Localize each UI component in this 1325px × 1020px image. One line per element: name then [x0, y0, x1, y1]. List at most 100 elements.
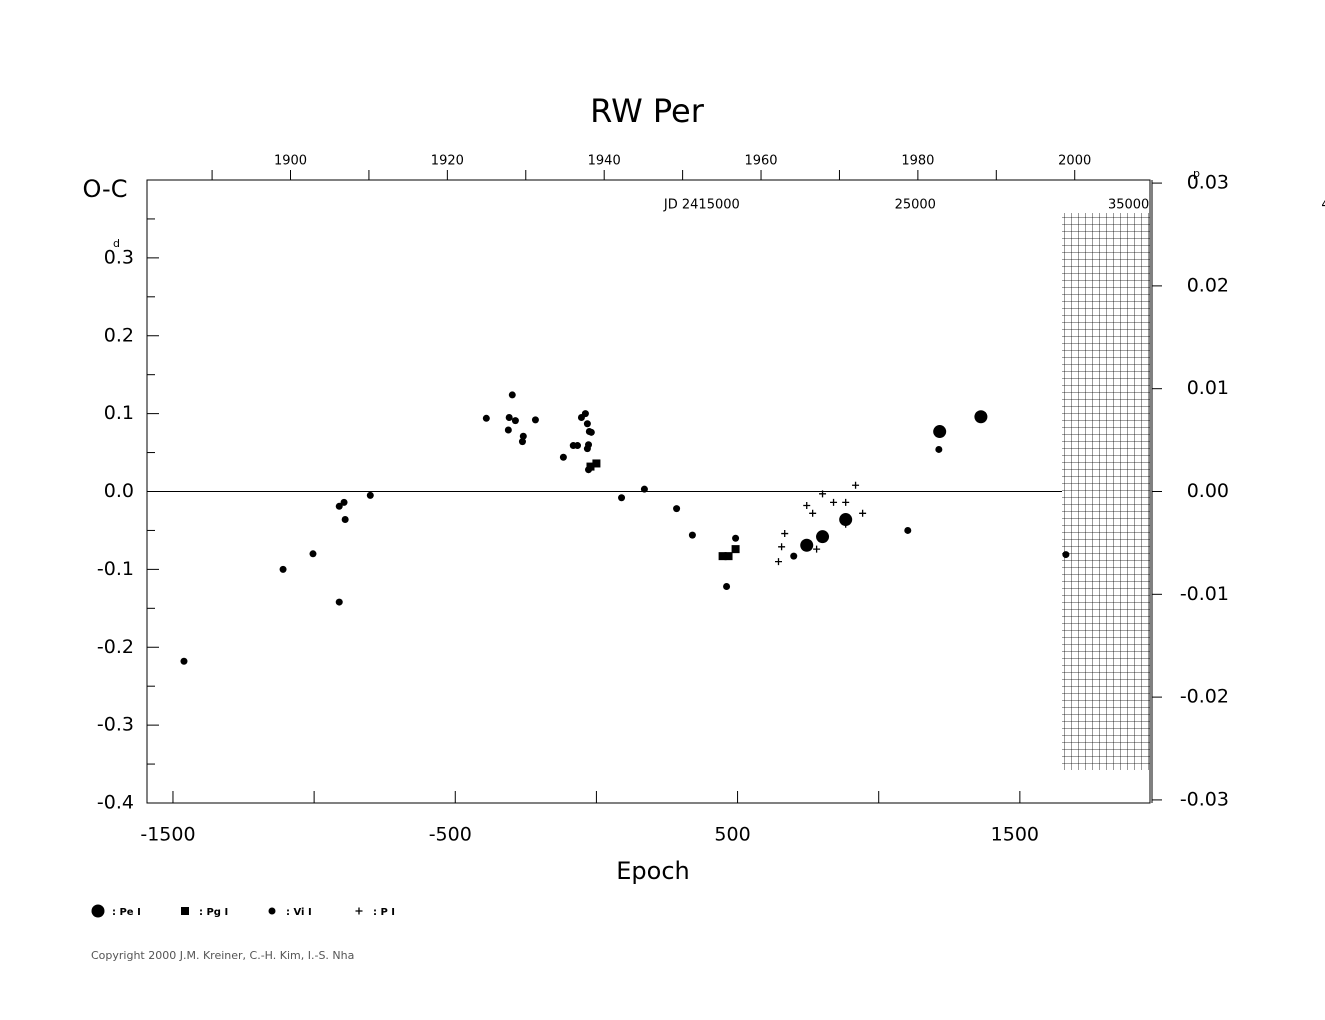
y2-tick-label: -0.01 [1180, 583, 1229, 605]
point [505, 414, 513, 422]
y2-tick-label: 0.01 [1187, 377, 1229, 399]
point [341, 516, 349, 524]
point [518, 438, 526, 446]
point [933, 425, 947, 439]
point [731, 545, 740, 554]
point [723, 583, 731, 591]
jd-label: 45000 [1321, 198, 1325, 213]
jd-label: 25000 [895, 198, 936, 213]
y2-unit: p [1193, 167, 1200, 180]
point [583, 420, 591, 428]
point [724, 552, 733, 561]
point [1062, 551, 1070, 559]
legend-label: : Pg I [199, 907, 228, 918]
top-tick-label: 1960 [744, 154, 777, 169]
y2-tick-label: 0.02 [1187, 274, 1229, 296]
point [803, 502, 811, 510]
point [340, 498, 348, 506]
top-tick-label: 1980 [901, 154, 934, 169]
point [774, 558, 782, 566]
point [809, 509, 817, 517]
point [859, 509, 867, 517]
x-axis-label: Epoch [616, 857, 690, 885]
point [904, 526, 912, 534]
x-tick-label: 1500 [991, 824, 1039, 846]
x-tick-label: 500 [714, 824, 750, 846]
point [778, 543, 786, 551]
point [718, 552, 727, 561]
top-tick-label: 1900 [274, 154, 307, 169]
point [732, 534, 740, 542]
point [366, 491, 374, 499]
point [781, 530, 789, 538]
point [790, 552, 798, 560]
legend-label: : P I [373, 907, 395, 918]
y-tick-label: 0.0 [104, 480, 134, 502]
y2-tick-label: -0.02 [1180, 686, 1229, 708]
point [587, 428, 595, 436]
point [592, 459, 601, 468]
point [852, 481, 860, 489]
point [839, 513, 853, 527]
point [531, 416, 539, 424]
point [935, 445, 943, 453]
point [511, 417, 519, 425]
legend-label: : Vi I [286, 907, 312, 918]
point [519, 432, 527, 440]
legend-marker [181, 907, 189, 915]
legend-label: : Pe I [112, 907, 141, 918]
legend-marker [268, 907, 276, 915]
jd-label: 35000 [1108, 198, 1149, 213]
point [688, 531, 696, 539]
point [974, 410, 988, 424]
point [585, 466, 593, 474]
y-unit: d [113, 237, 120, 250]
legend-marker [91, 904, 105, 918]
point [482, 414, 490, 422]
y2-tick-label: 0.03 [1187, 172, 1229, 194]
point [673, 505, 681, 513]
point [559, 453, 567, 461]
point [640, 485, 648, 493]
top-tick-label: 1940 [588, 154, 621, 169]
y2-tick-label: -0.03 [1180, 788, 1229, 810]
point [574, 442, 582, 450]
point [508, 391, 516, 399]
point [585, 441, 593, 449]
point [800, 538, 814, 552]
x-tick-label: -500 [429, 824, 472, 846]
y-tick-label: -0.1 [97, 558, 134, 580]
y-tick-label: -0.2 [97, 636, 134, 658]
point [335, 598, 343, 606]
y-tick-label: 0.1 [104, 402, 134, 424]
copyright: Copyright 2000 J.M. Kreiner, C.-H. Kim, … [91, 949, 354, 962]
point [309, 550, 317, 558]
top-tick-label: 1920 [431, 154, 464, 169]
point [816, 530, 830, 544]
chart-title: RW Per [590, 92, 705, 130]
point [279, 565, 287, 573]
legend-marker [355, 907, 363, 915]
top-tick-label: 2000 [1058, 154, 1091, 169]
y-tick-label: -0.4 [97, 792, 134, 814]
jd-label: JD 2415000 [663, 198, 740, 213]
point [830, 498, 838, 506]
y-tick-label: 0.3 [104, 246, 134, 268]
point [504, 426, 512, 434]
point [618, 494, 626, 502]
point [586, 462, 595, 471]
hatched-region [1062, 213, 1150, 770]
y-axis-label: O-C [83, 175, 128, 203]
x-tick-label: -1500 [140, 824, 195, 846]
y-tick-label: -0.3 [97, 714, 134, 736]
point [581, 410, 589, 418]
point [842, 520, 850, 528]
y2-tick-label: 0.00 [1187, 480, 1229, 502]
point [335, 502, 343, 510]
point [813, 545, 821, 553]
point [180, 657, 188, 665]
point [819, 490, 827, 498]
y-tick-label: 0.2 [104, 324, 134, 346]
point [842, 498, 850, 506]
